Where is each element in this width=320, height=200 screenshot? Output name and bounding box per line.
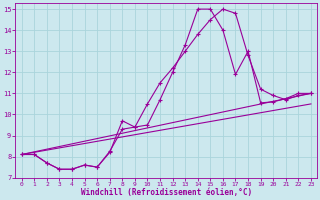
X-axis label: Windchill (Refroidissement éolien,°C): Windchill (Refroidissement éolien,°C) xyxy=(81,188,252,197)
